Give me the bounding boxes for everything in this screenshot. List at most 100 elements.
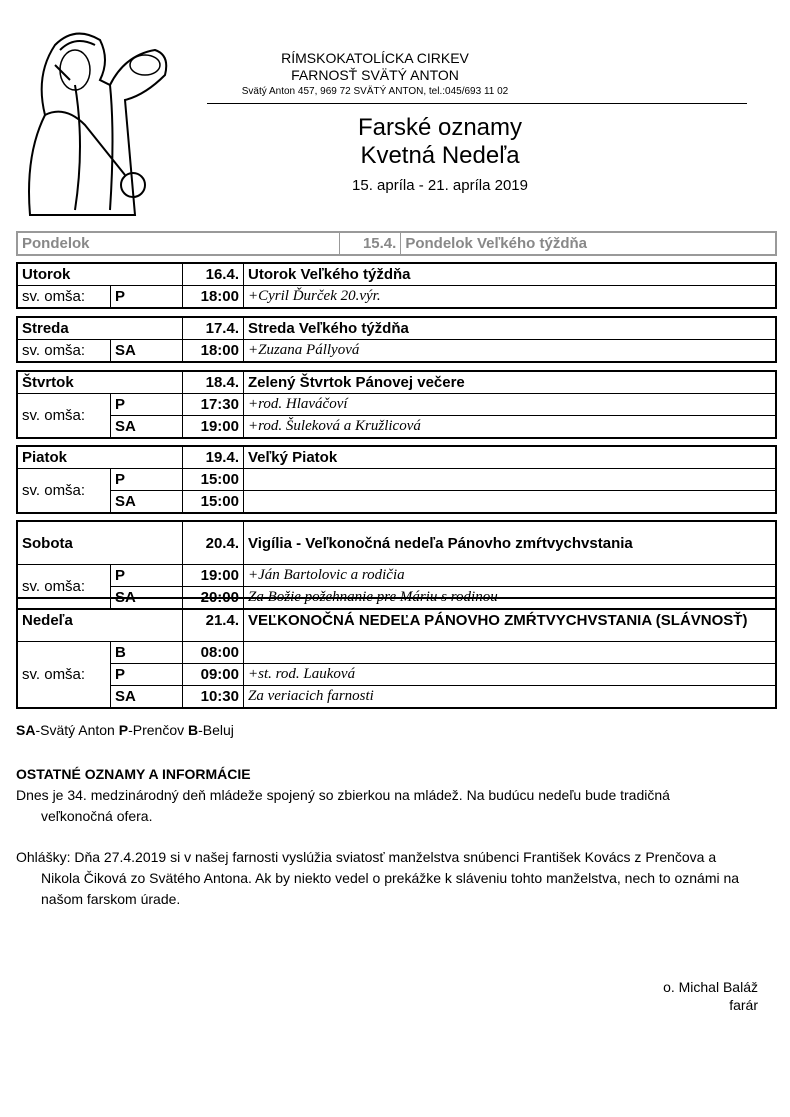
legend-code: SA (16, 722, 36, 738)
day-date: 18.4. (182, 370, 244, 394)
address: Svätý Anton 457, 969 72 SVÄTÝ ANTON, tel… (241, 86, 509, 97)
text-line: Nikola Čiková zo Svätého Antona. Ak by n… (41, 870, 740, 886)
mass-intention: +Zuzana Pállyová (243, 339, 777, 363)
text-line: našom farskom úrade. (41, 891, 181, 907)
mass-time: 09:00 (182, 663, 244, 686)
mass-intention: Za veriacich farnosti (243, 685, 777, 709)
paragraph-1: Dnes je 34. medzinárodný deň mládeže spo… (16, 785, 739, 827)
mass-time: 08:00 (182, 641, 244, 664)
mass-intention: +st. rod. Lauková (243, 663, 777, 686)
mass-row: sv. omša: B 08:00 (16, 641, 777, 709)
text-line: Ohlášky: Dňa 27.4.2019 si v našej farnos… (16, 849, 717, 865)
mass-time: 15:00 (182, 468, 244, 491)
day-date: 20.4. (182, 520, 244, 565)
mass-place: B (110, 641, 183, 664)
day-header-row: Streda 17.4. Streda Veľkého týždňa (16, 316, 777, 340)
mass-label: sv. omša: (16, 393, 111, 439)
mass-time: 18:00 (182, 285, 244, 309)
mass-label: sv. omša: (16, 641, 111, 709)
mass-time: 15:00 (182, 490, 244, 514)
day-date: 16.4. (182, 262, 244, 286)
day-header-row: Štvrtok 18.4. Zelený Štvrtok Pánovej večer… (16, 370, 777, 394)
mass-row: sv. omša: P 18:00 +Cyril Ďurček 20.výr. (16, 285, 777, 309)
mass-label: sv. omša: (16, 285, 111, 309)
parish-name: FARNOSŤ SVÄTÝ ANTON (291, 67, 459, 83)
day-header-row: Pondelok 15.4. Pondelok Veľkého týždňa (16, 231, 777, 256)
day-description: Pondelok Veľkého týždňa (400, 231, 777, 256)
day-name: Pondelok (16, 231, 341, 256)
legend-code: B (188, 722, 199, 738)
mass-intention (243, 641, 777, 664)
day-table-6: Nedeľa 21.4. VEĽKONOČNÁ NEDEĽA PÁNOVHO ZMŔ… (16, 597, 777, 709)
day-description: Vigília - Veľkonočná nedeľa Pánovho zmŕt… (243, 520, 777, 565)
mass-intention: +Ján Bartolovic a rodičia (243, 564, 777, 587)
day-header-row: Utorok 16.4. Utorok Veľkého týždňa (16, 262, 777, 286)
legend-name: -Beluj (198, 722, 234, 738)
church-name: RÍMSKOKATOLÍCKA CIRKEV (281, 50, 469, 66)
day-date: 19.4. (182, 445, 244, 469)
day-name: Sobota (16, 520, 183, 565)
day-header-row: Nedeľa 21.4. VEĽKONOČNÁ NEDEĽA PÁNOVHO ZMŔ… (16, 597, 777, 642)
day-header-row: Piatok 19.4. Veľký Piatok (16, 445, 777, 469)
day-name: Utorok (16, 262, 183, 286)
mass-label: sv. omša: (16, 339, 111, 363)
section-heading: OSTATNÉ OZNAMY A INFORMÁCIE (16, 766, 251, 782)
mass-intention (243, 468, 777, 491)
mass-row: P 09:00 +st. rod. Lauková (17, 663, 777, 686)
mass-intention: +rod. Šuleková a Kružlicová (243, 415, 777, 439)
mass-time: 19:00 (182, 415, 244, 439)
mass-intention (243, 490, 777, 514)
day-name: Streda (16, 316, 183, 340)
mass-time: 10:30 (182, 685, 244, 709)
date-range: 15. apríla - 21. apríla 2019 (352, 177, 528, 194)
mass-time: 19:00 (182, 564, 244, 587)
legend-name: -Prenčov (128, 722, 188, 738)
mass-place: P (110, 285, 183, 309)
paragraph-2: Ohlášky: Dňa 27.4.2019 si v našej farnos… (16, 847, 739, 910)
text-line: Dnes je 34. medzinárodný deň mládeže spo… (16, 787, 670, 803)
mass-place: SA (110, 415, 183, 439)
header-org: RÍMSKOKATOLÍCKA CIRKEV FARNOSŤ SVÄTÝ ANTO… (205, 50, 545, 84)
day-name: Štvrtok (16, 370, 183, 394)
mass-row: SA 19:00 +rod. Šuleková a Kružlicová (17, 415, 777, 439)
signature-role: farár (729, 997, 758, 1013)
mass-row: sv. omša: SA 18:00 +Zuzana Pállyová (16, 339, 777, 363)
legend-name: -Svätý Anton (35, 722, 119, 738)
signature-name: o. Michal Baláž (663, 979, 758, 995)
day-table-2: Streda 17.4. Streda Veľkého týždňa sv. omša… (16, 316, 777, 363)
title-line1: Farské oznamy (357, 114, 523, 141)
text-line: veľkonočná ofera. (41, 808, 153, 824)
legend-code: P (118, 722, 129, 738)
mass-place: SA (110, 339, 183, 363)
title-line2: Kvetná Nedeľa (360, 142, 520, 169)
day-table-1: Utorok 16.4. Utorok Veľkého týždňa sv. omša… (16, 262, 777, 309)
divider (207, 103, 747, 104)
mass-row: sv. omša: P 19:00 +Ján Bartolovic a rodičia (16, 564, 777, 610)
mass-intention: +rod. Hlaváčoví (243, 393, 777, 416)
mass-place: SA (110, 490, 183, 514)
mass-row: sv. omša: P 15:00 (16, 468, 777, 514)
day-name: Nedeľa (16, 597, 183, 642)
day-description: Veľký Piatok (243, 445, 777, 469)
day-table-3: Štvrtok 18.4. Zelený Štvrtok Pánovej večer… (16, 370, 777, 439)
day-date: 17.4. (182, 316, 244, 340)
mass-intention: +Cyril Ďurček 20.výr. (243, 285, 777, 309)
saint-anthony-logo-image (28, 32, 168, 216)
mass-place: P (110, 393, 183, 416)
day-description: Utorok Veľkého týždňa (243, 262, 777, 286)
day-date: 15.4. (339, 231, 402, 256)
day-table-4: Piatok 19.4. Veľký Piatok sv. omša: P 15:00 SA… (16, 445, 777, 514)
day-header-row: Sobota 20.4. Vigília - Veľkonočná nedeľa P… (16, 520, 777, 565)
day-name: Piatok (16, 445, 183, 469)
day-table-0: Pondelok 15.4. Pondelok Veľkého týždňa (16, 231, 777, 256)
day-date: 21.4. (182, 597, 244, 642)
day-description: Zelený Štvrtok Pánovej večere (243, 370, 777, 394)
mass-place: P (110, 564, 183, 587)
mass-row: SA 15:00 (17, 490, 777, 514)
mass-row: sv. omša: P 17:30 +rod. Hlaváčoví (16, 393, 777, 439)
mass-place: P (110, 468, 183, 491)
location-legend: SA-Svätý Anton P-Prenčov B-Beluj (16, 720, 234, 741)
signature: o. Michal Baláž farár (663, 978, 758, 1014)
day-description: VEĽKONOČNÁ NEDEĽA PÁNOVHO ZMŔTVYCHVSTANI… (243, 597, 777, 642)
